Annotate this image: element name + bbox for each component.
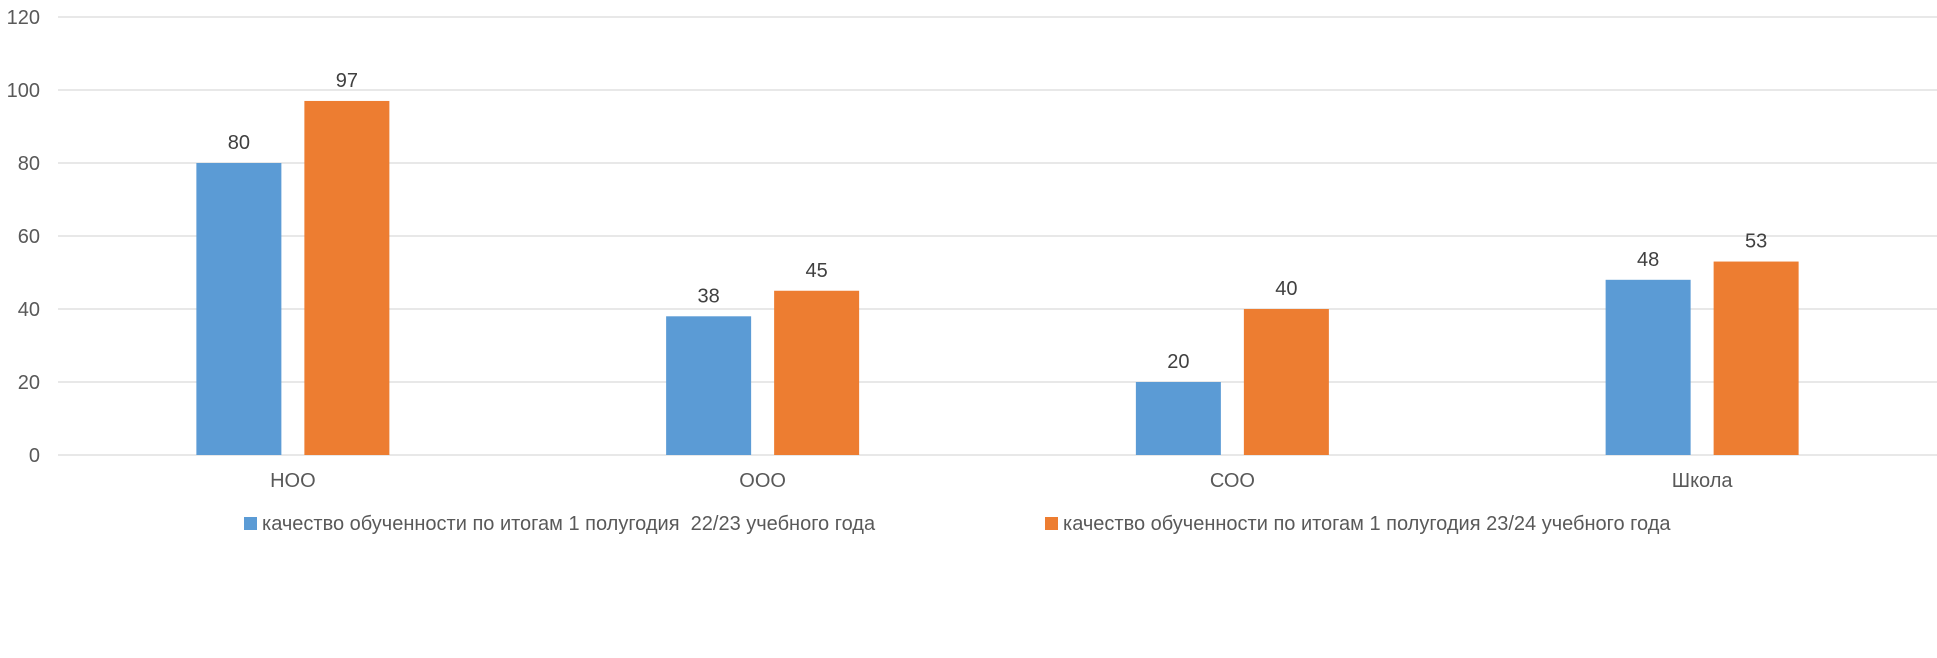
legend-swatch-2 xyxy=(1045,517,1058,530)
y-tick-label: 60 xyxy=(18,226,40,248)
y-tick-label: 120 xyxy=(7,7,40,29)
data-labels: 80 97 38 45 20 40 48 53 xyxy=(228,70,1768,373)
y-tick-label: 20 xyxy=(18,372,40,394)
x-tick-label: СОО xyxy=(1210,470,1255,492)
data-label: 53 xyxy=(1745,231,1767,253)
bar-1 xyxy=(1135,382,1221,455)
data-label: 80 xyxy=(228,132,250,154)
bar-1 xyxy=(196,163,282,455)
y-tick-label: 100 xyxy=(7,80,40,102)
bar-2 xyxy=(304,100,390,455)
bar-1 xyxy=(1605,279,1691,455)
bar-2 xyxy=(1243,309,1329,455)
x-axis-tick-labels: НОО ООО СОО Школа xyxy=(270,470,1733,492)
y-tick-label: 40 xyxy=(18,299,40,321)
y-tick-label: 0 xyxy=(29,445,40,467)
bar-2 xyxy=(774,290,860,455)
y-axis-tick-labels: 0 20 40 60 80 100 120 xyxy=(7,7,40,467)
data-label: 45 xyxy=(806,260,828,282)
data-label: 20 xyxy=(1167,351,1189,373)
x-tick-label: ООО xyxy=(739,470,786,492)
data-label: 38 xyxy=(698,285,720,307)
legend-swatch-1 xyxy=(244,517,257,530)
y-tick-label: 80 xyxy=(18,153,40,175)
bar-1 xyxy=(666,316,752,455)
legend: качество обученности по итогам 1 полугод… xyxy=(244,513,1671,535)
data-label: 48 xyxy=(1637,249,1659,271)
x-tick-label: Школа xyxy=(1672,470,1734,492)
bars xyxy=(196,100,1799,455)
bar-2 xyxy=(1713,261,1799,455)
legend-label-2: качество обученности по итогам 1 полугод… xyxy=(1063,513,1671,535)
x-tick-label: НОО xyxy=(270,470,316,492)
legend-label-1: качество обученности по итогам 1 полугод… xyxy=(262,513,876,535)
data-label: 97 xyxy=(336,70,358,92)
data-label: 40 xyxy=(1275,278,1297,300)
